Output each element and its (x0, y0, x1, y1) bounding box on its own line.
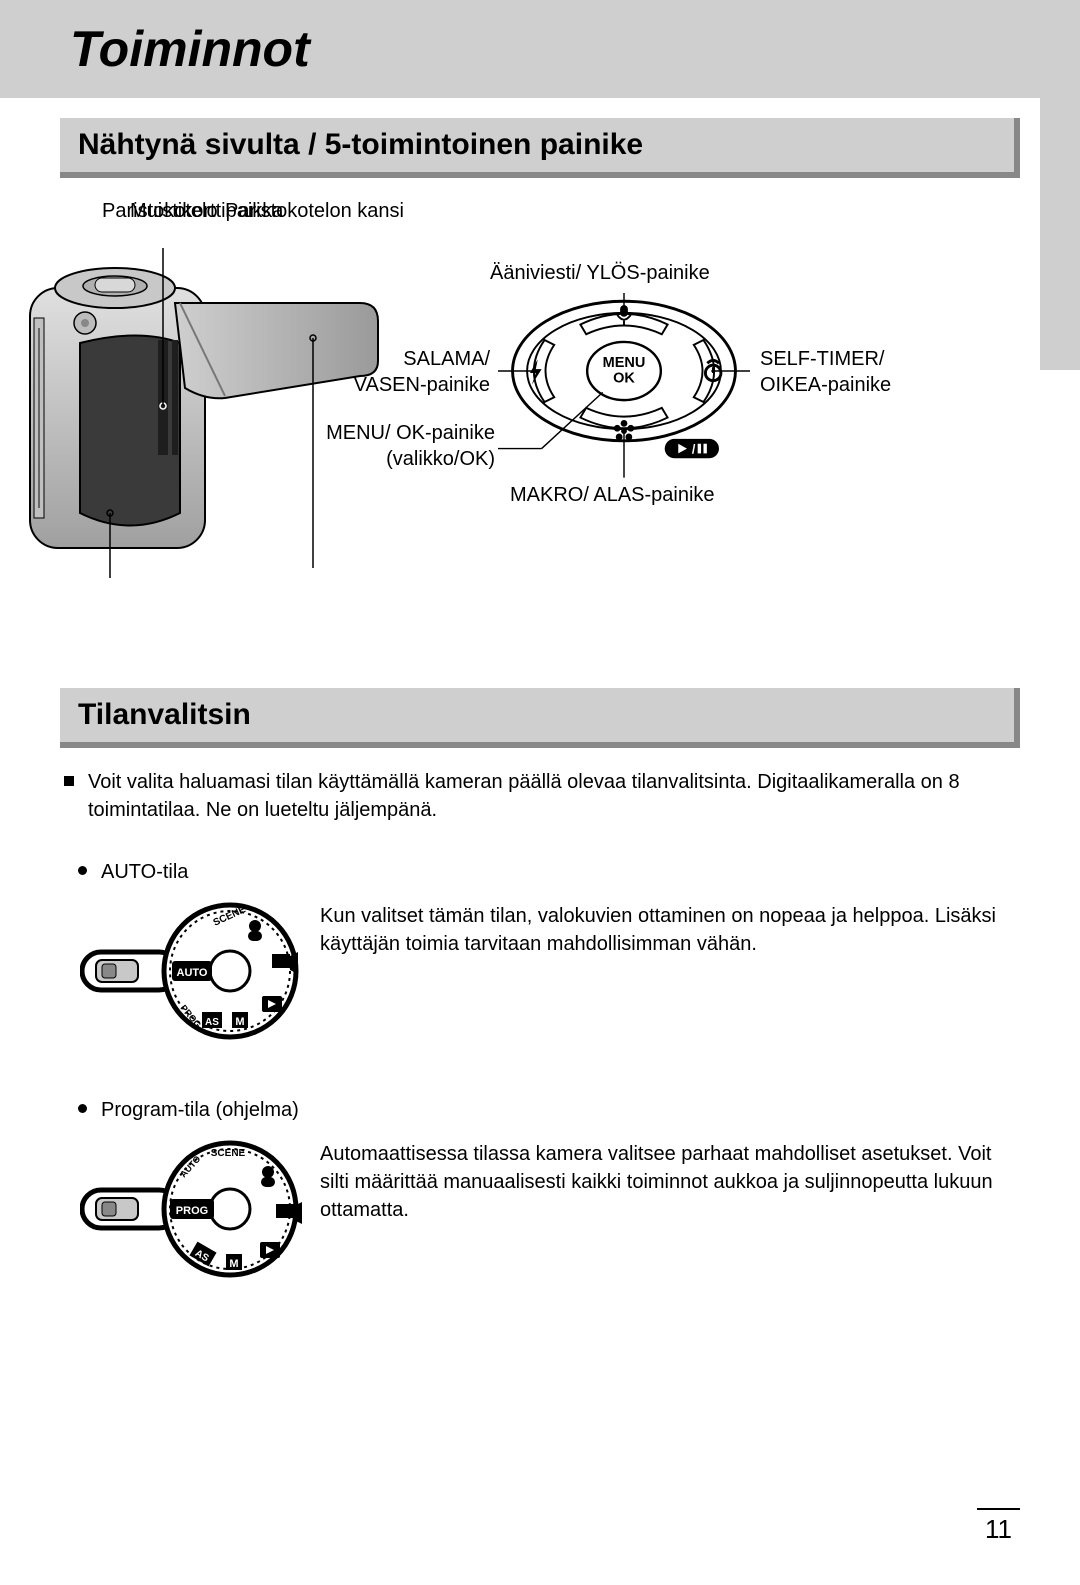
five-function-dial-illustration: MENU OK (498, 293, 750, 483)
label-flash-left-line2: VASEN-painike (354, 374, 490, 396)
section1-heading-bar: Nähtynä sivulta / 5-toimintoinen painike (60, 118, 1020, 178)
round-bullet-icon (78, 866, 87, 875)
square-bullet-icon (64, 776, 74, 786)
program-mode-dial-wrap: PROG AUTO SCENE M (60, 1134, 320, 1289)
program-mode-block: PROG AUTO SCENE M (60, 1134, 1020, 1289)
label-macro-down: MAKRO/ ALAS-painike (510, 482, 715, 508)
label-menu-ok-line2: (valikko/OK) (386, 448, 495, 470)
label-flash-left: SALAMA/ VASEN-painike (335, 346, 490, 398)
round-bullet-icon (78, 1104, 87, 1113)
svg-text:PROG: PROG (176, 1205, 208, 1217)
svg-text:M: M (235, 1016, 244, 1028)
svg-text:MENU: MENU (603, 355, 646, 371)
auto-mode-block: AUTO SCENE M AS P (60, 896, 1020, 1051)
label-self-timer-line2: OIKEA-painike (760, 374, 891, 396)
svg-text:AUTO: AUTO (177, 967, 208, 979)
program-mode-label: Program-tila (ohjelma) (101, 1096, 299, 1124)
camera-side-illustration (20, 248, 400, 578)
section1-heading: Nähtynä sivulta / 5-toimintoinen painike (78, 128, 996, 162)
side-view-diagram: Muistikorttipaikka Paristokotelon kansi … (60, 198, 1020, 638)
svg-text:OK: OK (613, 371, 635, 387)
label-self-timer-line1: SELF-TIMER/ (760, 348, 884, 370)
svg-text:SCENE: SCENE (211, 1148, 246, 1159)
label-battery-cover: Paristokotelon kansi (225, 198, 404, 224)
auto-mode-desc: Kun valitset tämän tilan, valokuvien ott… (320, 896, 1020, 958)
section2-heading: Tilanvalitsin (78, 698, 996, 732)
side-tab (1040, 90, 1080, 370)
mode-dial-auto-illustration: AUTO SCENE M AS P (80, 896, 310, 1046)
mode-dial-program-illustration: PROG AUTO SCENE M (80, 1134, 310, 1284)
page-title-bar: Toiminnot (0, 0, 1080, 98)
intro-row: Voit valita haluamasi tilan käyttämällä … (60, 768, 1020, 824)
label-flash-left-line1: SALAMA/ (403, 348, 490, 370)
auto-mode-label-row: AUTO-tila (60, 858, 1020, 886)
page-title: Toiminnot (70, 20, 1080, 78)
label-menu-ok-line1: MENU/ OK-painike (326, 422, 495, 444)
auto-mode-label: AUTO-tila (101, 858, 188, 886)
program-mode-desc: Automaattisessa tilassa kamera valitsee … (320, 1134, 1020, 1224)
label-battery-compartment: Paristokotelo (102, 198, 218, 224)
label-self-timer-right: SELF-TIMER/ OIKEA-painike (760, 346, 891, 398)
auto-mode-dial-wrap: AUTO SCENE M AS P (60, 896, 320, 1051)
svg-text:AS: AS (205, 1017, 219, 1028)
svg-text:/: / (692, 442, 696, 456)
section2-heading-bar: Tilanvalitsin (60, 688, 1020, 748)
program-mode-label-row: Program-tila (ohjelma) (60, 1096, 1020, 1124)
svg-text:M: M (229, 1258, 238, 1270)
intro-text: Voit valita haluamasi tilan käyttämällä … (88, 768, 1020, 824)
label-menu-ok: MENU/ OK-painike (valikko/OK) (320, 420, 495, 472)
page-number: 11 (977, 1508, 1020, 1545)
label-voice-up: Ääniviesti/ YLÖS-painike (490, 260, 710, 286)
